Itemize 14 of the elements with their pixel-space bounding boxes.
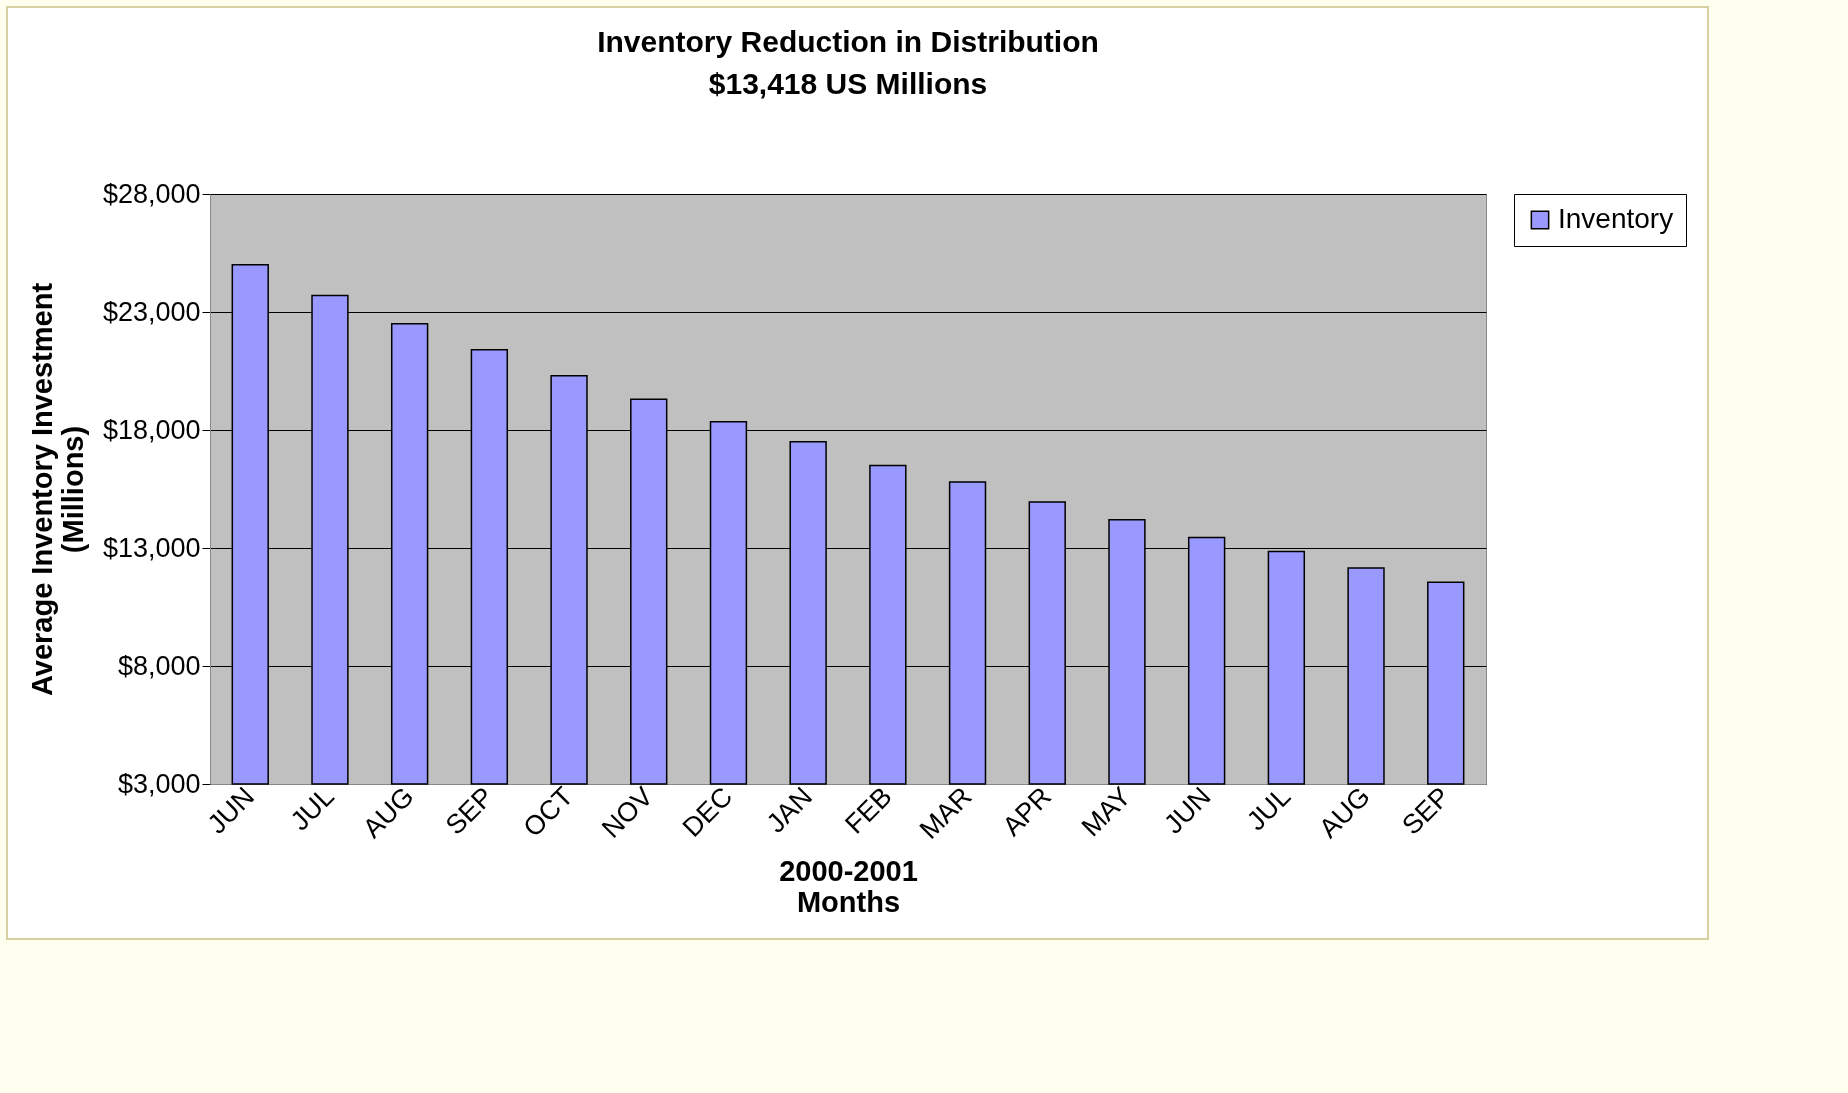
legend-label: Inventory (1558, 203, 1674, 234)
y-tick-label: $3,000 (117, 768, 201, 799)
y-tick-label: $23,000 (102, 296, 201, 327)
chart-subtitle: $13,418 US Millions (708, 67, 988, 100)
y-tick-label: $18,000 (102, 414, 201, 445)
x-axis-title: 2000-2001 Months (779, 855, 918, 919)
chart-title: Inventory Reduction in Distribution (597, 25, 1099, 58)
y-axis-title: Average Inventory Investment (Millions) (25, 282, 89, 697)
x-tick-label: JUL (284, 781, 340, 837)
y-tick-label: $28,000 (102, 178, 201, 209)
x-tick-label: JUL (1241, 781, 1297, 837)
y-tick-label: $13,000 (102, 532, 201, 563)
x-tick-label: JAN (760, 781, 819, 839)
y-tick-label: $8,000 (117, 650, 201, 681)
